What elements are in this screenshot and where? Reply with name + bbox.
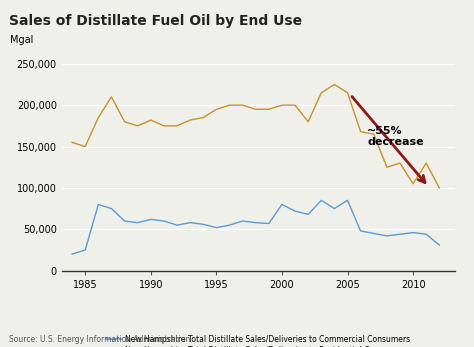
Text: ~55%
decrease: ~55% decrease	[367, 126, 424, 147]
Legend: New Hampshire Total Distillate Sales/Deliveries to Commercial Consumers, New Ham: New Hampshire Total Distillate Sales/Del…	[106, 335, 410, 347]
Text: Mgal: Mgal	[10, 35, 34, 45]
Text: Sales of Distillate Fuel Oil by End Use: Sales of Distillate Fuel Oil by End Use	[9, 14, 302, 28]
Text: Source: U.S. Energy Information Administration: Source: U.S. Energy Information Administ…	[9, 335, 191, 344]
